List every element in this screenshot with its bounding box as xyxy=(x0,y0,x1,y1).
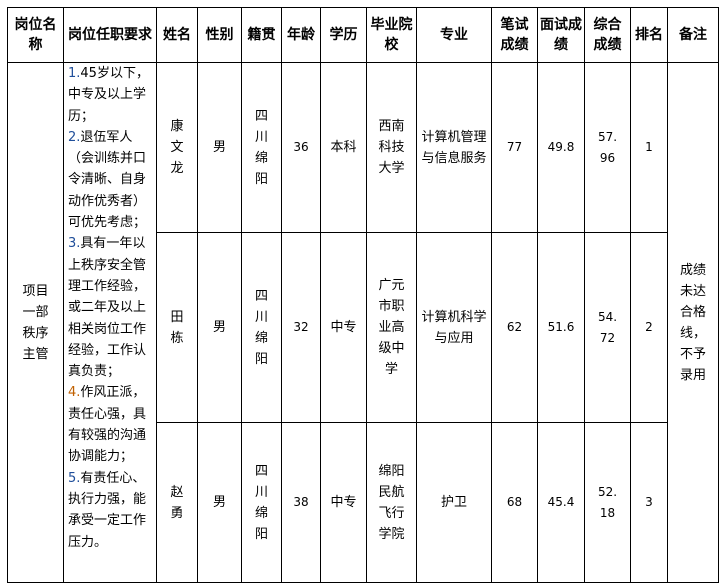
header-cell: 姓名 xyxy=(156,7,198,63)
header-cell: 岗位名称 xyxy=(7,7,64,63)
rank-cell: 2 xyxy=(630,232,668,423)
header-row: 岗位名称 岗位任职要求 姓名 性别 籍贯 年龄 学历 毕业院校 专业 笔试成绩 … xyxy=(7,7,719,63)
origin-cell: 四川绵阳 xyxy=(241,62,282,233)
major-cell: 护卫 xyxy=(416,422,492,583)
header-cell: 面试成绩 xyxy=(537,7,585,63)
req-text: 退伍军人（会训练并口令清晰、自身动作优秀者）可优先考虑； xyxy=(68,129,147,231)
interview-cell: 51.6 xyxy=(537,232,585,423)
header-cell: 笔试成绩 xyxy=(491,7,538,63)
total-cell: 54.72 xyxy=(584,232,631,423)
edu-cell: 中专 xyxy=(320,232,367,423)
written-cell: 77 xyxy=(491,62,538,233)
header-cell: 备注 xyxy=(667,7,719,63)
req-text: 45岁以下，中专及以上学历； xyxy=(68,66,149,124)
written-cell: 62 xyxy=(491,232,538,423)
req-num: 5. xyxy=(68,470,81,486)
school-cell: 绵阳民航飞行学院 xyxy=(366,422,417,583)
table-row: 项目一部秩序主管 1.45岁以下，中专及以上学历； 2.退伍军人（会训练并口令清… xyxy=(7,62,719,583)
age-cell: 36 xyxy=(281,62,321,233)
req-text: 作风正派，责任心强，具有较强的沟通协调能力； xyxy=(68,385,147,465)
age-cell: 32 xyxy=(281,232,321,423)
school-cell: 西南科技大学 xyxy=(366,62,417,233)
interview-cell: 49.8 xyxy=(537,62,585,233)
header-cell: 性别 xyxy=(197,7,242,63)
header-cell: 年龄 xyxy=(281,7,321,63)
origin-cell: 四川绵阳 xyxy=(241,232,282,423)
edu-cell: 本科 xyxy=(320,62,367,233)
req-text: 有责任心、执行力强，能承受一定工作压力。 xyxy=(68,470,147,550)
results-table: 岗位名称 岗位任职要求 姓名 性别 籍贯 年龄 学历 毕业院校 专业 笔试成绩 … xyxy=(7,7,719,583)
header-cell: 籍贯 xyxy=(241,7,282,63)
requirements-cell: 1.45岁以下，中专及以上学历； 2.退伍军人（会训练并口令清晰、自身动作优秀者… xyxy=(63,62,157,583)
table-row: 赵勇 男 四川绵阳 38 中专 绵阳民航飞行学院 护卫 68 45.4 52.1… xyxy=(8,422,719,583)
major-cell: 计算机管理与信息服务 xyxy=(416,62,492,233)
req-text: 具有一年以上秩序安全管理工作经验，或二年及以上相关岗位工作经验，工作认真负责； xyxy=(68,236,147,380)
gender-cell: 男 xyxy=(197,62,242,233)
major-cell: 计算机科学与应用 xyxy=(416,232,492,423)
table-row: 田栋 男 四川绵阳 32 中专 广元市职业高级中学 计算机科学与应用 62 51… xyxy=(8,232,719,423)
header-cell: 岗位任职要求 xyxy=(63,7,157,63)
interview-cell: 45.4 xyxy=(537,422,585,583)
total-cell: 57.96 xyxy=(584,62,631,233)
name-cell: 康文龙 xyxy=(156,62,198,233)
req-num: 4. xyxy=(68,385,81,401)
header-cell: 学历 xyxy=(320,7,367,63)
header-cell: 综合成绩 xyxy=(584,7,631,63)
req-num: 2. xyxy=(68,129,81,145)
rank-cell: 3 xyxy=(630,422,668,583)
total-cell: 52.18 xyxy=(584,422,631,583)
name-cell: 赵勇 xyxy=(156,422,198,583)
gender-cell: 男 xyxy=(197,232,242,423)
req-num: 3. xyxy=(68,236,81,252)
rank-cell: 1 xyxy=(630,62,668,233)
gender-cell: 男 xyxy=(197,422,242,583)
position-cell: 项目一部秩序主管 xyxy=(7,62,64,583)
remark-cell: 成绩未达合格线，不予录用 xyxy=(667,62,719,583)
school-cell: 广元市职业高级中学 xyxy=(366,232,417,423)
name-cell: 田栋 xyxy=(156,232,198,423)
header-cell: 专业 xyxy=(416,7,492,63)
header-cell: 毕业院校 xyxy=(366,7,417,63)
origin-cell: 四川绵阳 xyxy=(241,422,282,583)
req-num: 1. xyxy=(68,66,81,81)
edu-cell: 中专 xyxy=(320,422,367,583)
written-cell: 68 xyxy=(491,422,538,583)
age-cell: 38 xyxy=(281,422,321,583)
header-cell: 排名 xyxy=(630,7,668,63)
